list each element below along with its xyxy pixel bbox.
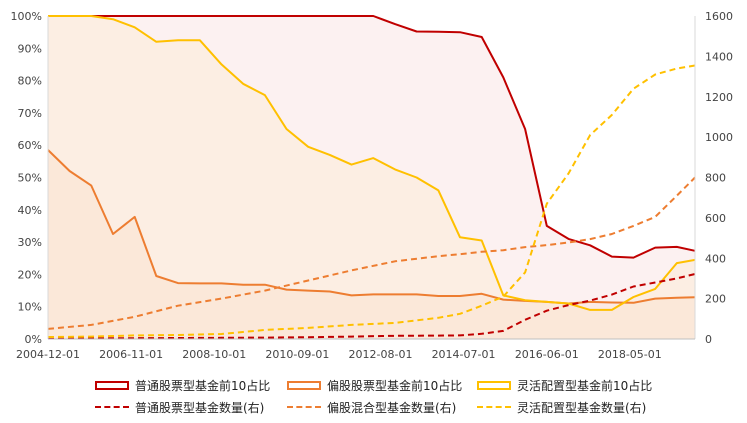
series-line-0 <box>48 15 696 259</box>
y-left-tick-label: 70% <box>18 107 42 120</box>
legend-label: 普通股票型基金数量(右) <box>135 400 265 415</box>
legend-item-series-2: 灵活配置型基金前10占比 <box>477 376 652 394</box>
series-line-2 <box>48 15 696 311</box>
legend-label: 普通股票型基金前10占比 <box>135 378 271 393</box>
series-line-3 <box>48 273 696 340</box>
x-tick-label: 2018-05-01 <box>598 348 662 361</box>
y-right-tick-label: 800 <box>705 172 726 185</box>
legend-row-2: 普通股票型基金数量(右) 偏股混合型基金数量(右) 灵活配置型基金数量(右) <box>0 398 747 416</box>
legend-label: 灵活配置型基金数量(右) <box>517 400 647 415</box>
series-lines <box>47 15 696 340</box>
legend-swatch <box>477 406 511 408</box>
x-tick-label: 2010-09-01 <box>265 348 329 361</box>
y-right-tick-label: 600 <box>705 212 726 225</box>
series-line-1 <box>47 149 696 305</box>
legend-label: 偏股混合型基金数量(右) <box>327 400 457 415</box>
y-left-tick-label: 0% <box>25 333 42 346</box>
x-tick-label: 2006-11-01 <box>99 348 163 361</box>
legend-item-series-5: 灵活配置型基金数量(右) <box>477 398 646 416</box>
legend-item-series-0: 普通股票型基金前10占比 <box>95 376 270 394</box>
series-area-1 <box>48 150 695 339</box>
legend-item-series-4: 偏股混合型基金数量(右) <box>287 398 456 416</box>
chart: 0% 10% 20% 30% 40% 50% 60% 70% 80% 90% 100% 0 200 40… <box>11 10 733 361</box>
y-left-tick-label: 40% <box>18 204 42 217</box>
y-left-tick-label: 10% <box>18 301 42 314</box>
legend-row-1: 普通股票型基金前10占比 偏股股票型基金前10占比 灵活配置型基金前10占比 <box>0 376 747 394</box>
y-right-tick-label: 0 <box>705 333 712 346</box>
series-area-0 <box>48 16 695 339</box>
y-left-tick-label: 100% <box>11 10 42 23</box>
legend-swatch <box>95 406 129 408</box>
y-left-tick-label: 20% <box>18 268 42 281</box>
x-tick-label: 2014-07-01 <box>432 348 496 361</box>
legend-swatch <box>287 406 321 408</box>
x-tick-label: 2012-08-01 <box>349 348 413 361</box>
x-tick-labels: 2004-12-01 2006-11-01 2008-10-01 2010-09-01… <box>16 348 662 361</box>
legend-swatch <box>477 380 511 390</box>
y-left-tick-label: 90% <box>18 42 42 55</box>
x-tick-label: 2008-10-01 <box>182 348 246 361</box>
area-fills <box>48 16 695 339</box>
y-left-tick-label: 80% <box>18 75 42 88</box>
y-right-tick-label: 1200 <box>705 91 733 104</box>
y-right-tick-label: 400 <box>705 252 726 265</box>
y-right-tick-label: 1600 <box>705 10 733 23</box>
legend-swatch <box>95 380 129 390</box>
y-right-tick-label: 200 <box>705 293 726 306</box>
series-line-4 <box>47 176 696 330</box>
legend-label: 灵活配置型基金前10占比 <box>517 378 653 393</box>
x-tick-label: 2004-12-01 <box>16 348 80 361</box>
axes <box>47 16 696 340</box>
y-left-tick-label: 50% <box>18 172 42 185</box>
legend-label: 偏股股票型基金前10占比 <box>327 378 463 393</box>
series-area-2 <box>48 16 695 339</box>
legend-item-series-1: 偏股股票型基金前10占比 <box>287 376 462 394</box>
legend-swatch <box>287 380 321 390</box>
y-left-tick-labels: 0% 10% 20% 30% 40% 50% 60% 70% 80% 90% 100% <box>11 10 42 346</box>
y-right-tick-label: 1000 <box>705 131 733 144</box>
y-right-tick-label: 1400 <box>705 50 733 63</box>
x-tick-label: 2016-06-01 <box>515 348 579 361</box>
y-left-tick-label: 60% <box>18 139 42 152</box>
y-left-tick-label: 30% <box>18 236 42 249</box>
series-line-5 <box>47 64 696 338</box>
y-right-tick-labels: 0 200 400 600 800 1000 1200 1400 1600 <box>705 10 733 346</box>
legend-item-series-3: 普通股票型基金数量(右) <box>95 398 264 416</box>
